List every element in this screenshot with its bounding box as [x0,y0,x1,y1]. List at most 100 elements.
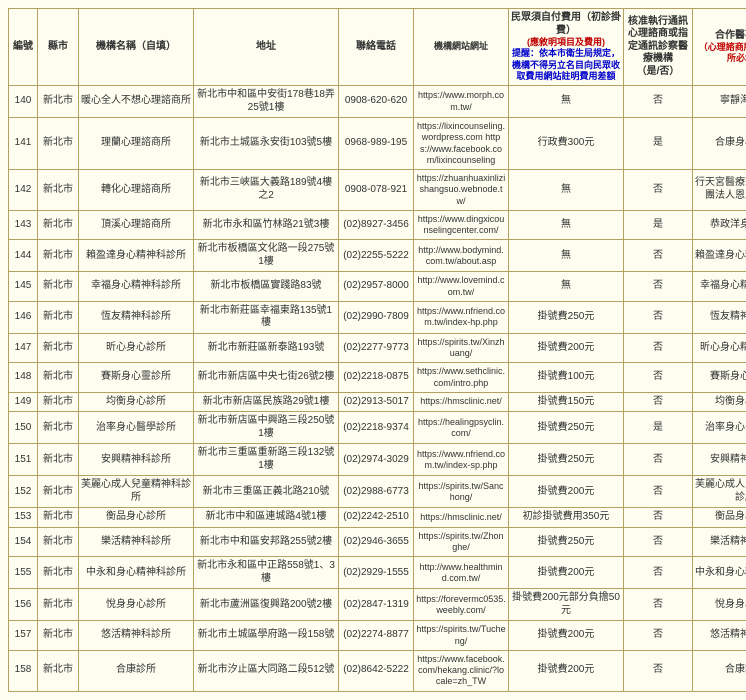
table-row: 157新北市悠活精神科診所新北市土城區學府路一段158號(02)2274-887… [9,621,746,651]
table-row: 142新北市轉化心理諮商所新北市三峽區大義路189號4樓之20908-078-9… [9,170,746,211]
cell-city: 新北市 [38,508,79,528]
cell-phone: (02)2957-8000 [339,272,414,302]
cell-fee: 掛號費250元 [509,412,624,444]
cell-url: https://spirits.tw/Tucheng/ [414,621,509,651]
cell-addr: 新北市土城區學府路一段158號 [194,621,339,651]
cell-n: 144 [9,240,38,272]
hdr-addr: 地址 [194,9,339,86]
cell-partner: 恭政洋身心診所 [693,210,746,240]
cell-n: 154 [9,527,38,557]
cell-addr: 新北市新店區中興路三段250號1樓 [194,412,339,444]
cell-city: 新北市 [38,118,79,170]
cell-partner: 樂活精神科診所 [693,527,746,557]
cell-phone: (02)2847-1319 [339,589,414,621]
cell-phone: (02)2913-5017 [339,392,414,412]
cell-phone: (02)2242-2510 [339,508,414,528]
table-row: 141新北市理蘭心理諮商所新北市土城區永安街103號5樓0968-989-195… [9,118,746,170]
cell-yn: 否 [624,392,693,412]
table-row: 152新北市芙麗心成人兒童精神科診所新北市三重區正義北路210號(02)2988… [9,476,746,508]
cell-url: https://lixincounseling.wordpress.com ht… [414,118,509,170]
table-row: 147新北市昕心身心診所新北市新莊區新泰路193號(02)2277-9773ht… [9,333,746,363]
cell-url: http://www.healthmind.com.tw/ [414,557,509,589]
cell-phone: (02)2988-6773 [339,476,414,508]
cell-addr: 新北市永和區竹林路21號3樓 [194,210,339,240]
cell-url: https://www.nfriend.com.tw/index-sp.php [414,444,509,476]
hdr-phone: 聯絡電話 [339,9,414,86]
cell-fee: 掛號費200元 [509,476,624,508]
cell-fee: 無 [509,210,624,240]
cell-url: https://www.morph.com.tw/ [414,86,509,118]
table-row: 155新北市中永和身心精神科診所新北市永和區中正路558號1、3樓(02)292… [9,557,746,589]
cell-yn: 否 [624,86,693,118]
cell-addr: 新北市新店區民族路29號1樓 [194,392,339,412]
cell-fee: 掛號費250元 [509,527,624,557]
cell-city: 新北市 [38,301,79,333]
cell-n: 158 [9,650,38,691]
cell-city: 新北市 [38,272,79,302]
cell-url: https://spirits.tw/Xinzhuang/ [414,333,509,363]
cell-city: 新北市 [38,621,79,651]
cell-phone: (02)2274-8877 [339,621,414,651]
cell-url: https://hmsclinic.net/ [414,508,509,528]
cell-yn: 否 [624,240,693,272]
cell-name: 芙麗心成人兒童精神科診所 [79,476,194,508]
cell-name: 轉化心理諮商所 [79,170,194,211]
cell-name: 賴盈達身心精神科診所 [79,240,194,272]
hdr-fee-red: (應敘明項目及費用) [511,37,621,48]
cell-city: 新北市 [38,476,79,508]
cell-name: 恆友精神科診所 [79,301,194,333]
cell-partner: 賽斯身心靈診所 [693,363,746,393]
cell-url: https://hmsclinic.net/ [414,392,509,412]
cell-n: 152 [9,476,38,508]
table-row: 146新北市恆友精神科診所新北市新莊區幸福東路135號1樓(02)2990-78… [9,301,746,333]
cell-city: 新北市 [38,589,79,621]
cell-addr: 新北市三重區正義北路210號 [194,476,339,508]
cell-name: 樂活精神科診所 [79,527,194,557]
cell-phone: (02)2946-3655 [339,527,414,557]
cell-phone: (02)2277-9773 [339,333,414,363]
cell-yn: 否 [624,333,693,363]
cell-yn: 否 [624,363,693,393]
cell-yn: 是 [624,210,693,240]
cell-fee: 掛號費200元部分負擔50元 [509,589,624,621]
cell-n: 149 [9,392,38,412]
hdr-partner-sub: （心理諮商所/心理治療所必填） [695,42,746,65]
cell-yn: 否 [624,301,693,333]
cell-name: 昕心身心診所 [79,333,194,363]
cell-n: 153 [9,508,38,528]
cell-addr: 新北市土城區永安街103號5樓 [194,118,339,170]
cell-fee: 行政費300元 [509,118,624,170]
cell-partner: 合康診所 [693,650,746,691]
cell-url: https://www.facebook.com/hekang.clinic/?… [414,650,509,691]
hdr-url: 機構網站網址 [414,9,509,86]
cell-city: 新北市 [38,170,79,211]
table-row: 158新北市合康診所新北市汐止區大同路二段512號(02)8642-5222ht… [9,650,746,691]
cell-n: 145 [9,272,38,302]
cell-n: 157 [9,621,38,651]
cell-city: 新北市 [38,86,79,118]
cell-name: 悅身身心診所 [79,589,194,621]
cell-city: 新北市 [38,650,79,691]
cell-addr: 新北市中和區連城路4號1樓 [194,508,339,528]
table-row: 148新北市賽斯身心靈診所新北市新店區中央七街26號2樓(02)2218-087… [9,363,746,393]
cell-phone: (02)2990-7809 [339,301,414,333]
hdr-yn-sub: （是/否） [637,66,680,77]
cell-phone: (02)8927-3456 [339,210,414,240]
cell-addr: 新北市中和區安邦路255號2樓 [194,527,339,557]
cell-addr: 新北市三峽區大義路189號4樓之2 [194,170,339,211]
cell-city: 新北市 [38,444,79,476]
cell-name: 合康診所 [79,650,194,691]
cell-yn: 否 [624,650,693,691]
cell-phone: 0908-078-921 [339,170,414,211]
cell-name: 悠活精神科診所 [79,621,194,651]
cell-partner: 中永和身心精神科診所 [693,557,746,589]
hdr-fee-main: 民眾須自付費用（初診掛費） [511,12,621,36]
cell-name: 幸福身心精神科診所 [79,272,194,302]
cell-fee: 掛號費100元 [509,363,624,393]
cell-fee: 掛號費200元 [509,333,624,363]
cell-fee: 掛號費200元 [509,621,624,651]
cell-addr: 新北市新莊區幸福東路135號1樓 [194,301,339,333]
cell-fee: 無 [509,272,624,302]
cell-yn: 是 [624,412,693,444]
cell-name: 賽斯身心靈診所 [79,363,194,393]
